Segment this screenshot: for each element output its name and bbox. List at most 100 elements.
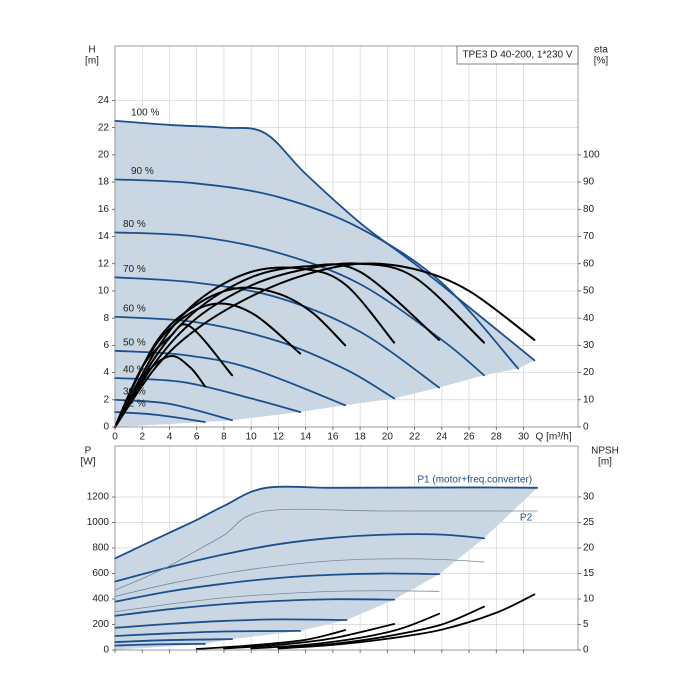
y-tick-label: 800 xyxy=(92,543,109,554)
curve xyxy=(114,638,234,643)
curve-label: 40 % xyxy=(123,365,146,376)
y2-tick-label: 5 xyxy=(583,619,589,630)
y2-tick-label: 30 xyxy=(583,492,595,503)
curve-label: 30 % xyxy=(123,386,146,397)
x-tick-label: 8 xyxy=(221,432,227,443)
curve xyxy=(114,598,396,617)
x-tick-label: 18 xyxy=(355,432,367,443)
secondary-curve xyxy=(195,629,347,650)
secondary-curve xyxy=(114,262,486,428)
curve xyxy=(114,572,440,603)
y2-tick-label: 20 xyxy=(583,367,595,378)
title-box xyxy=(456,45,579,65)
secondary-curve xyxy=(114,263,441,428)
y2-tick-label: 0 xyxy=(583,422,589,433)
curve xyxy=(114,276,440,389)
secondary-curve xyxy=(277,605,485,649)
y-tick-label: 4 xyxy=(103,367,109,378)
y-axis-unit: [m] xyxy=(85,56,99,67)
curve xyxy=(114,629,302,637)
x-tick-label: 2 xyxy=(139,432,145,443)
secondary-curve xyxy=(114,266,396,428)
y2-tick-label: 30 xyxy=(583,340,595,351)
y2-tick-label: 80 xyxy=(583,204,595,215)
y-tick-label: 400 xyxy=(92,594,109,605)
secondary-curve xyxy=(223,623,396,650)
y-tick-label: 14 xyxy=(98,231,110,242)
y-tick-label: 16 xyxy=(98,204,110,215)
curve xyxy=(114,315,396,400)
y2-axis-unit: [%] xyxy=(594,56,609,67)
y2-tick-label: 90 xyxy=(583,177,595,188)
y-tick-label: 24 xyxy=(98,95,110,106)
curve xyxy=(114,642,206,647)
y2-tick-label: 20 xyxy=(583,543,595,554)
curve xyxy=(114,349,347,407)
curve xyxy=(114,533,485,583)
curve xyxy=(114,231,485,377)
x-tick-label: 14 xyxy=(300,432,312,443)
y2-axis-label: eta xyxy=(594,45,608,56)
y-axis-unit: [W] xyxy=(81,457,96,468)
y2-tick-label: 40 xyxy=(583,313,595,324)
chart-title: TPE3 D 40-200, 1*230 V xyxy=(462,50,572,61)
x-axis-label: Q [m³/h] xyxy=(536,432,572,443)
curve xyxy=(114,508,538,591)
y-tick-label: 1200 xyxy=(87,492,110,503)
curve xyxy=(114,558,485,597)
y2-tick-label: 25 xyxy=(583,517,595,528)
curve xyxy=(114,618,348,629)
y2-tick-label: 15 xyxy=(583,568,595,579)
curve-label: 50 % xyxy=(123,337,146,348)
secondary-curve xyxy=(250,612,440,650)
y-tick-label: 20 xyxy=(98,149,110,160)
x-tick-label: 4 xyxy=(167,432,173,443)
y-tick-label: 10 xyxy=(98,286,110,297)
y-axis-label: P xyxy=(85,446,92,457)
y-tick-label: 0 xyxy=(103,645,109,656)
x-tick-label: 12 xyxy=(273,432,285,443)
x-tick-label: 28 xyxy=(491,432,503,443)
y-axis-label: H xyxy=(88,45,95,56)
y-tick-label: 22 xyxy=(98,122,110,133)
x-tick-label: 16 xyxy=(327,432,339,443)
secondary-curve xyxy=(277,593,536,650)
curve-label: 80 % xyxy=(123,219,146,230)
curve-label: 22 % xyxy=(123,399,146,410)
curve xyxy=(114,590,440,613)
y2-axis-unit: [m] xyxy=(598,457,612,468)
x-tick-label: 24 xyxy=(436,432,448,443)
curve-label: 70 % xyxy=(123,264,146,275)
x-tick-label: 30 xyxy=(518,432,530,443)
curve xyxy=(114,178,519,370)
secondary-curve xyxy=(114,323,234,428)
curve-label: P2 xyxy=(520,513,533,524)
curve xyxy=(114,485,539,560)
x-tick-label: 20 xyxy=(382,432,394,443)
y2-tick-label: 0 xyxy=(583,645,589,656)
y2-tick-label: 70 xyxy=(583,231,595,242)
secondary-curve xyxy=(114,354,206,428)
y2-tick-label: 10 xyxy=(583,394,595,405)
y2-tick-label: 10 xyxy=(583,594,595,605)
y-tick-label: 200 xyxy=(92,619,109,630)
y2-axis-label: NPSH xyxy=(591,446,619,457)
y2-tick-label: 60 xyxy=(583,258,595,269)
y2-tick-label: 100 xyxy=(583,149,600,160)
y-tick-label: 0 xyxy=(103,422,109,433)
y-tick-label: 600 xyxy=(92,568,109,579)
curve-label: 90 % xyxy=(131,166,154,177)
y-tick-label: 1000 xyxy=(87,517,110,528)
y-tick-label: 6 xyxy=(103,340,109,351)
x-tick-label: 6 xyxy=(194,432,200,443)
curve xyxy=(114,119,536,362)
curve-label: P1 (motor+freq.converter) xyxy=(417,474,532,485)
curve-label: 100 % xyxy=(131,107,159,118)
operating-range xyxy=(115,486,538,650)
x-tick-label: 22 xyxy=(409,432,421,443)
y2-tick-label: 50 xyxy=(583,286,595,297)
x-tick-label: 0 xyxy=(112,432,118,443)
x-tick-label: 26 xyxy=(463,432,475,443)
y-tick-label: 8 xyxy=(103,313,109,324)
